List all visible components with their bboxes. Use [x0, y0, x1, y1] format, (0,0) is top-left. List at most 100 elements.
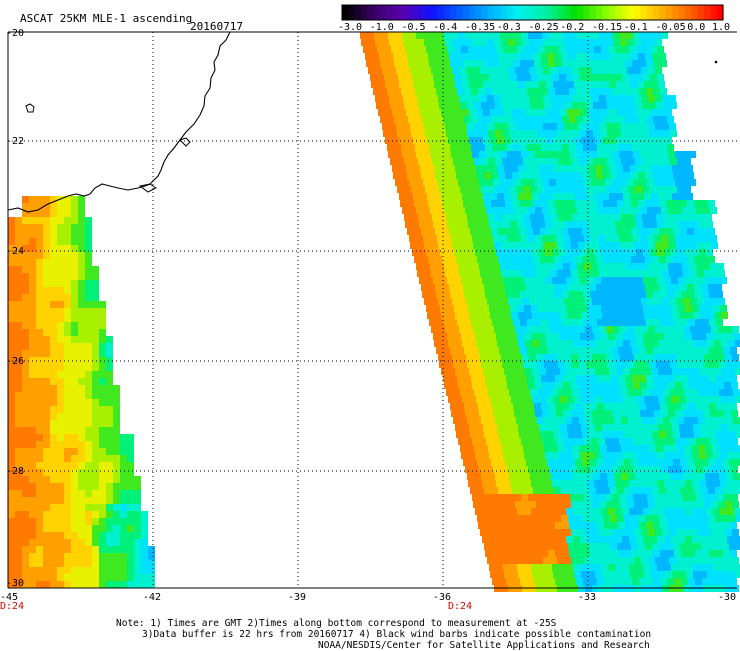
colorbar-label: -3.0	[338, 22, 363, 33]
map-frame	[7, 31, 737, 589]
colorbar-swatch	[475, 5, 483, 20]
colorbar-label: -0.2	[560, 22, 585, 33]
colorbar-swatch	[519, 5, 527, 20]
colorbar-label: 0.0	[687, 22, 706, 33]
lat-label: -22	[6, 136, 25, 147]
colorbar-swatch	[646, 5, 654, 20]
lat-label: -28	[6, 466, 25, 477]
colorbar-swatch	[684, 5, 692, 20]
footnote-line-3: NOAA/NESDIS/Center for Satellite Applica…	[318, 640, 650, 651]
colorbar-swatch	[399, 5, 407, 20]
lon-label: -30	[718, 592, 737, 603]
colorbar-label: -1.0	[369, 22, 394, 33]
colorbar-label: -0.35	[465, 22, 496, 33]
colorbar-border	[341, 4, 724, 21]
colorbar-swatch	[551, 5, 559, 20]
colorbar-swatch	[469, 5, 476, 20]
product-title: ASCAT 25KM MLE-1 ascending	[20, 12, 193, 25]
colorbar-swatch	[392, 5, 400, 20]
lat-label: -26	[6, 356, 25, 367]
lon-label: -45	[0, 592, 19, 603]
colorbar-swatch	[342, 5, 349, 20]
colorbar-swatch	[443, 5, 451, 20]
colorbar-swatch	[488, 5, 495, 20]
lon-label: -39	[288, 592, 307, 603]
colorbar-swatch	[437, 5, 445, 20]
swath-west-pass	[8, 196, 155, 588]
colorbar-swatch	[653, 5, 661, 20]
colorbar-swatch	[659, 5, 667, 20]
colorbar-swatch	[430, 5, 438, 20]
colorbar-swatch	[634, 5, 642, 20]
colorbar-swatch	[513, 5, 521, 20]
footnote-line-1: Note: 1) Times are GMT 2)Times along bot…	[116, 618, 557, 629]
lon-label: -33	[578, 592, 597, 603]
colorbar-swatch	[615, 5, 622, 20]
pass-time-label: D:24	[448, 601, 473, 612]
lat-label: -24	[6, 246, 25, 257]
colorbar-swatch	[373, 5, 381, 20]
colorbar-swatch	[697, 5, 705, 20]
colorbar-swatch	[494, 5, 502, 20]
colorbar-swatch	[627, 5, 635, 20]
colorbar-swatch	[710, 5, 718, 20]
colorbar-swatch	[564, 5, 572, 20]
colorbar-swatch	[608, 5, 616, 20]
colorbar-swatch	[361, 5, 368, 20]
colorbar-swatch	[418, 5, 426, 20]
colorbar-label: -0.3	[496, 22, 521, 33]
colorbar-label: -0.5	[401, 22, 426, 33]
lat-label: -30	[6, 578, 25, 589]
colorbar-swatch	[411, 5, 419, 20]
colorbar-swatch	[691, 5, 699, 20]
colorbar-swatch	[526, 5, 534, 20]
lat-label: -20	[6, 28, 25, 39]
colorbar-swatch	[462, 5, 470, 20]
graticule	[8, 32, 737, 588]
colorbar-label: -0.15	[592, 22, 623, 33]
coastline	[7, 31, 718, 213]
colorbar-label: 1.0	[712, 22, 731, 33]
colorbar-swatch	[672, 5, 680, 20]
colorbar-swatch	[538, 5, 546, 20]
colorbar-label: -0.1	[623, 22, 648, 33]
colorbar-swatch	[589, 5, 597, 20]
colorbar-swatch	[354, 5, 362, 20]
colorbar-swatch	[602, 5, 610, 20]
colorbar-swatch	[570, 5, 578, 20]
colorbar-swatch	[500, 5, 508, 20]
colorbar-swatch	[576, 5, 584, 20]
colorbar-swatch	[596, 5, 603, 20]
colorbar-swatch	[665, 5, 673, 20]
colorbar-swatch	[456, 5, 464, 20]
colorbar-swatch	[424, 5, 432, 20]
colorbar-swatch	[481, 5, 489, 20]
colorbar-label: -0.25	[528, 22, 559, 33]
lon-label: -36	[433, 592, 452, 603]
colorbar-swatch	[405, 5, 413, 20]
colorbar-swatch	[386, 5, 394, 20]
colorbar-swatch	[545, 5, 553, 20]
swath-east-pass	[360, 32, 740, 592]
footnote-line-2: 3)Data buffer is 22 hrs from 20160717 4)…	[142, 629, 652, 640]
colorbar-swatch	[380, 5, 388, 20]
colorbar-swatch	[678, 5, 686, 20]
colorbar-swatch	[507, 5, 515, 20]
colorbar-swatch	[621, 5, 629, 20]
colorbar-swatch	[367, 5, 375, 20]
colorbar-swatch	[716, 5, 724, 20]
colorbar-swatch	[703, 5, 711, 20]
colorbar-label: -0.05	[655, 22, 686, 33]
colorbar	[341, 4, 724, 21]
pass-time-label: D:24	[0, 601, 25, 612]
colorbar-label: -0.4	[433, 22, 458, 33]
colorbar-swatch	[348, 5, 356, 20]
colorbar-swatch	[449, 5, 457, 20]
product-date: 20160717	[190, 20, 243, 33]
colorbar-swatch	[583, 5, 591, 20]
colorbar-swatch	[532, 5, 540, 20]
colorbar-swatch	[557, 5, 565, 20]
colorbar-swatch	[640, 5, 648, 20]
lon-label: -42	[143, 592, 162, 603]
